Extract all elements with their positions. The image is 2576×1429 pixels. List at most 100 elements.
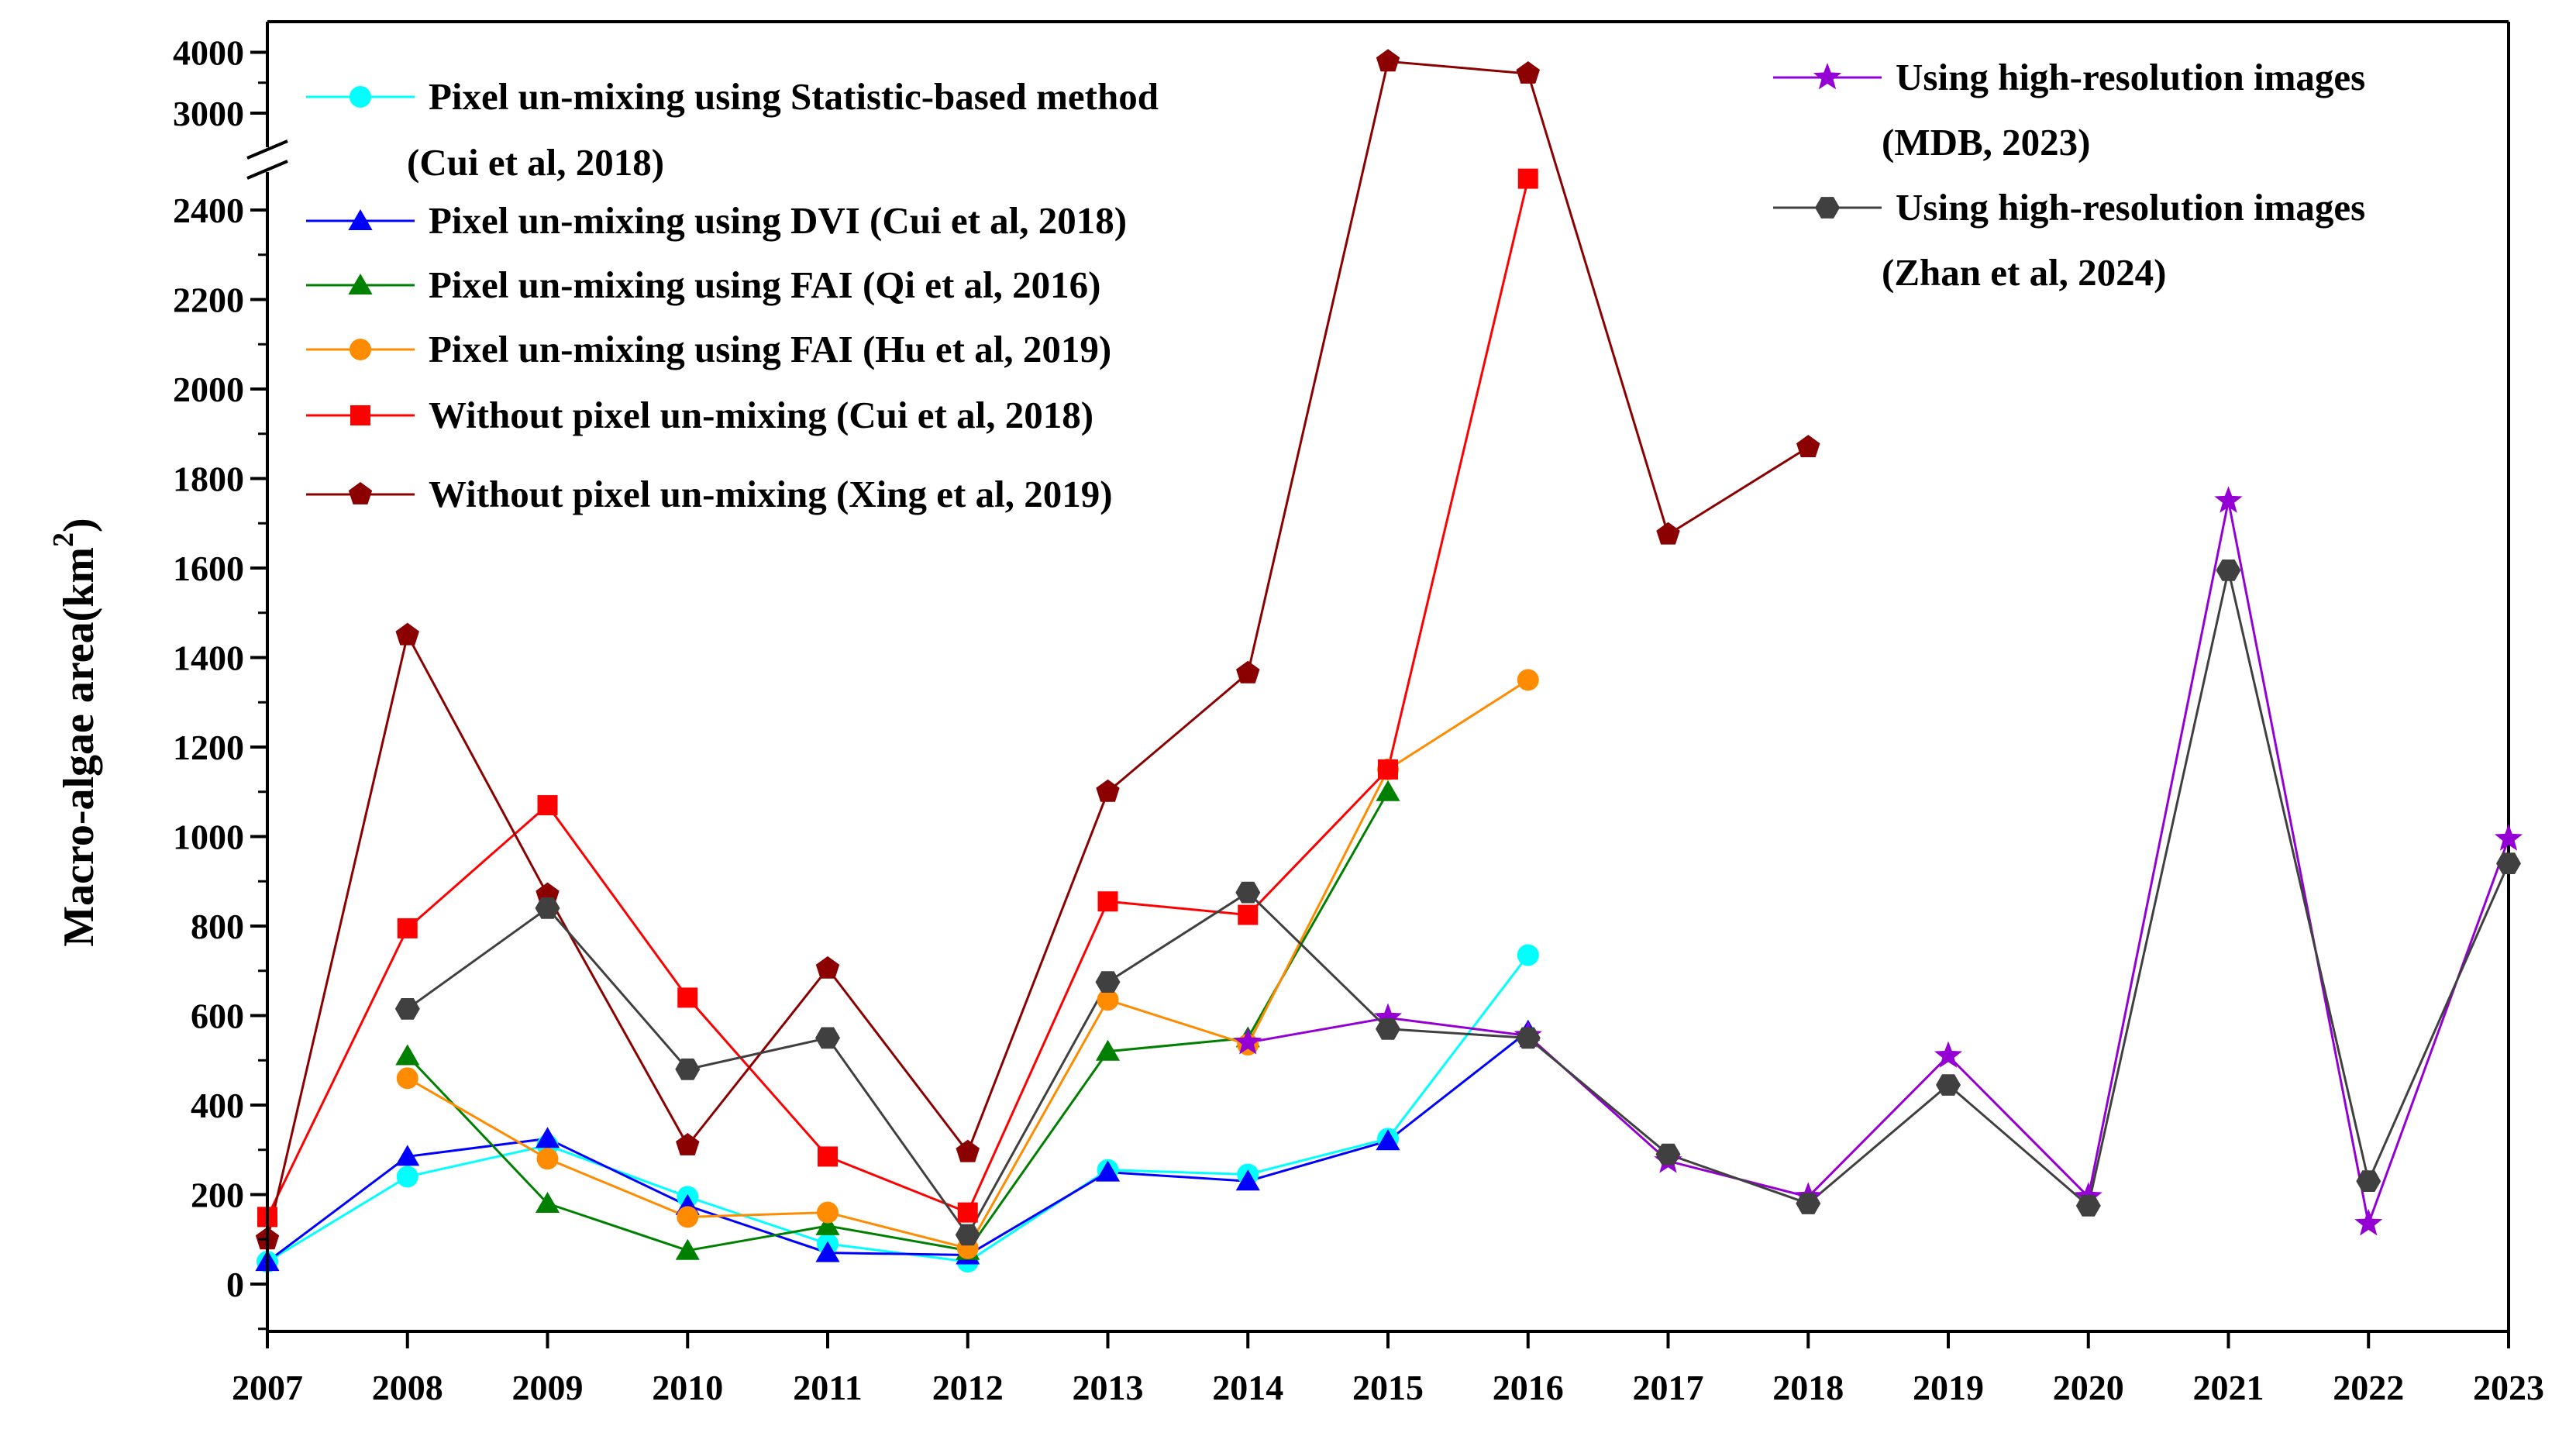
data-point-s8-2015 [1376,1018,1400,1040]
data-point-s3-2011 [815,1214,840,1235]
series-line-2 [267,1030,1529,1263]
x-tick-label: 2017 [1633,1368,1704,1407]
y-tick-label: 1800 [173,460,244,499]
legend-marker-2 [348,209,373,230]
series-line-7 [1248,501,2510,1228]
legend-label-3: Pixel un-mixing using FAI (Qi et al, 201… [429,263,1101,306]
data-point-s8-2010 [675,1058,701,1080]
series-line-4 [407,679,1529,1250]
axis-break-mark-bottom [246,160,288,180]
data-point-s4-2013 [1097,989,1119,1011]
data-point-s5-2012 [957,1202,978,1223]
x-tick-label: 2022 [2333,1368,2404,1407]
x-tick-label: 2018 [1772,1368,1844,1407]
data-point-s8-2014 [1235,881,1261,904]
data-point-s4-2009 [536,1148,559,1170]
x-tick-label: 2015 [1352,1368,1424,1407]
data-point-s5-2014 [1238,904,1259,925]
data-point-s5-2015 [1378,759,1398,780]
data-point-s6-2013 [1096,779,1120,802]
x-tick-label: 2021 [2193,1368,2264,1407]
x-tick-label: 2014 [1212,1368,1283,1407]
data-point-s8-2023 [2496,852,2521,874]
y-tick-label: 800 [191,907,244,946]
legend-marker-5 [350,405,370,425]
series-line-3 [406,791,1390,1252]
series-markers [255,49,2523,1273]
data-point-s5-2013 [1097,891,1118,912]
legend-marker-1 [350,86,371,108]
data-point-s2-2008 [395,1145,420,1166]
legend-label-7-line2: (MDB, 2023) [1882,121,2090,164]
legend-label-4: Pixel un-mixing using FAI (Hu et al, 201… [429,328,1111,370]
data-point-s6-2018 [1796,435,1820,457]
data-point-s2-2009 [535,1127,560,1148]
y-tick-label: 2200 [173,281,244,320]
data-point-s6-2017 [1656,522,1680,545]
legend-marker-3 [348,274,373,294]
data-point-s8-2009 [535,897,560,919]
data-point-s7-2015 [1373,1003,1403,1030]
x-tick-label: 2007 [232,1368,303,1407]
y-axis-title-text: Macro-algae area(km [55,547,103,947]
data-point-s7-2014 [1234,1028,1262,1055]
legend-marker-8 [1815,197,1840,219]
data-point-s4-2008 [396,1067,418,1090]
data-point-s6-2008 [395,622,419,646]
data-point-s7-2023 [2494,824,2523,851]
data-point-s6-2011 [815,956,840,979]
data-point-s8-2018 [1796,1193,1821,1214]
data-point-s4-2010 [677,1206,699,1228]
data-point-s6-2016 [1516,61,1540,84]
data-point-s6-2014 [1236,660,1260,684]
x-tick-label: 2008 [372,1368,443,1407]
data-point-s6-2010 [676,1133,700,1155]
x-tick-label: 2009 [512,1368,584,1407]
data-point-s3-2009 [535,1192,560,1213]
data-point-s2-2011 [815,1241,840,1262]
y-axis-title-close: ) [55,518,103,532]
y-tick-label: 2000 [173,370,244,409]
legend-label-6: Without pixel un-mixing (Xing et al, 201… [429,473,1113,515]
y-tick-label: 2400 [173,191,244,230]
legend-label-8: Using high-resolution images [1896,186,2365,229]
legend-marker-4 [350,339,371,360]
data-point-s8-2019 [1936,1074,1961,1096]
y-tick-label: 1000 [173,818,244,857]
legend: Pixel un-mixing using Statistic-based me… [306,56,2365,515]
data-point-s5-2016 [1517,168,1538,189]
y-tick-label: 400 [191,1086,244,1125]
axis-break-mark-top [246,139,288,160]
data-point-s4-2011 [817,1201,839,1224]
data-point-s8-2020 [2075,1195,2101,1217]
y-tick-label: 4000 [173,33,244,73]
data-point-s7-2019 [1934,1041,1963,1068]
y-tick-label: 1200 [173,728,244,767]
legend-label-2: Pixel un-mixing using DVI (Cui et al, 20… [429,199,1127,242]
legend-label-1-line2: (Cui et al, 2018) [407,141,664,184]
plot-frame [267,20,2510,1331]
x-tick-label: 2019 [1913,1368,1984,1407]
data-point-s5-2009 [537,795,558,816]
x-tick-label: 2023 [2473,1368,2544,1407]
data-point-s6-2012 [956,1139,980,1162]
data-point-s2-2014 [1235,1169,1260,1191]
series-line-5 [266,178,1530,1218]
x-tick-label: 2010 [652,1368,723,1407]
y-tick-label: 1400 [173,639,244,678]
y-tick-label: 1600 [173,549,244,588]
data-point-s8-2016 [1515,1027,1541,1049]
data-point-s8-2011 [815,1027,840,1049]
data-point-s4-2016 [1517,669,1539,691]
axes: 0 200 400 600 800 1000 1200 1400 1600 1800 2000 220… [173,22,2544,1407]
data-point-s8-2013 [1095,971,1121,993]
series-line-6 [266,60,1810,1240]
legend-label-8-line2: (Zhan et al, 2024) [1882,251,2167,294]
data-point-s6-2015 [1376,49,1400,72]
data-point-s7-2022 [2354,1209,2383,1236]
data-point-s3-2010 [675,1238,700,1260]
data-point-s8-2022 [2356,1170,2381,1192]
data-point-s5-2010 [677,987,698,1008]
y-axis-title-superscript: 2 [47,532,80,547]
